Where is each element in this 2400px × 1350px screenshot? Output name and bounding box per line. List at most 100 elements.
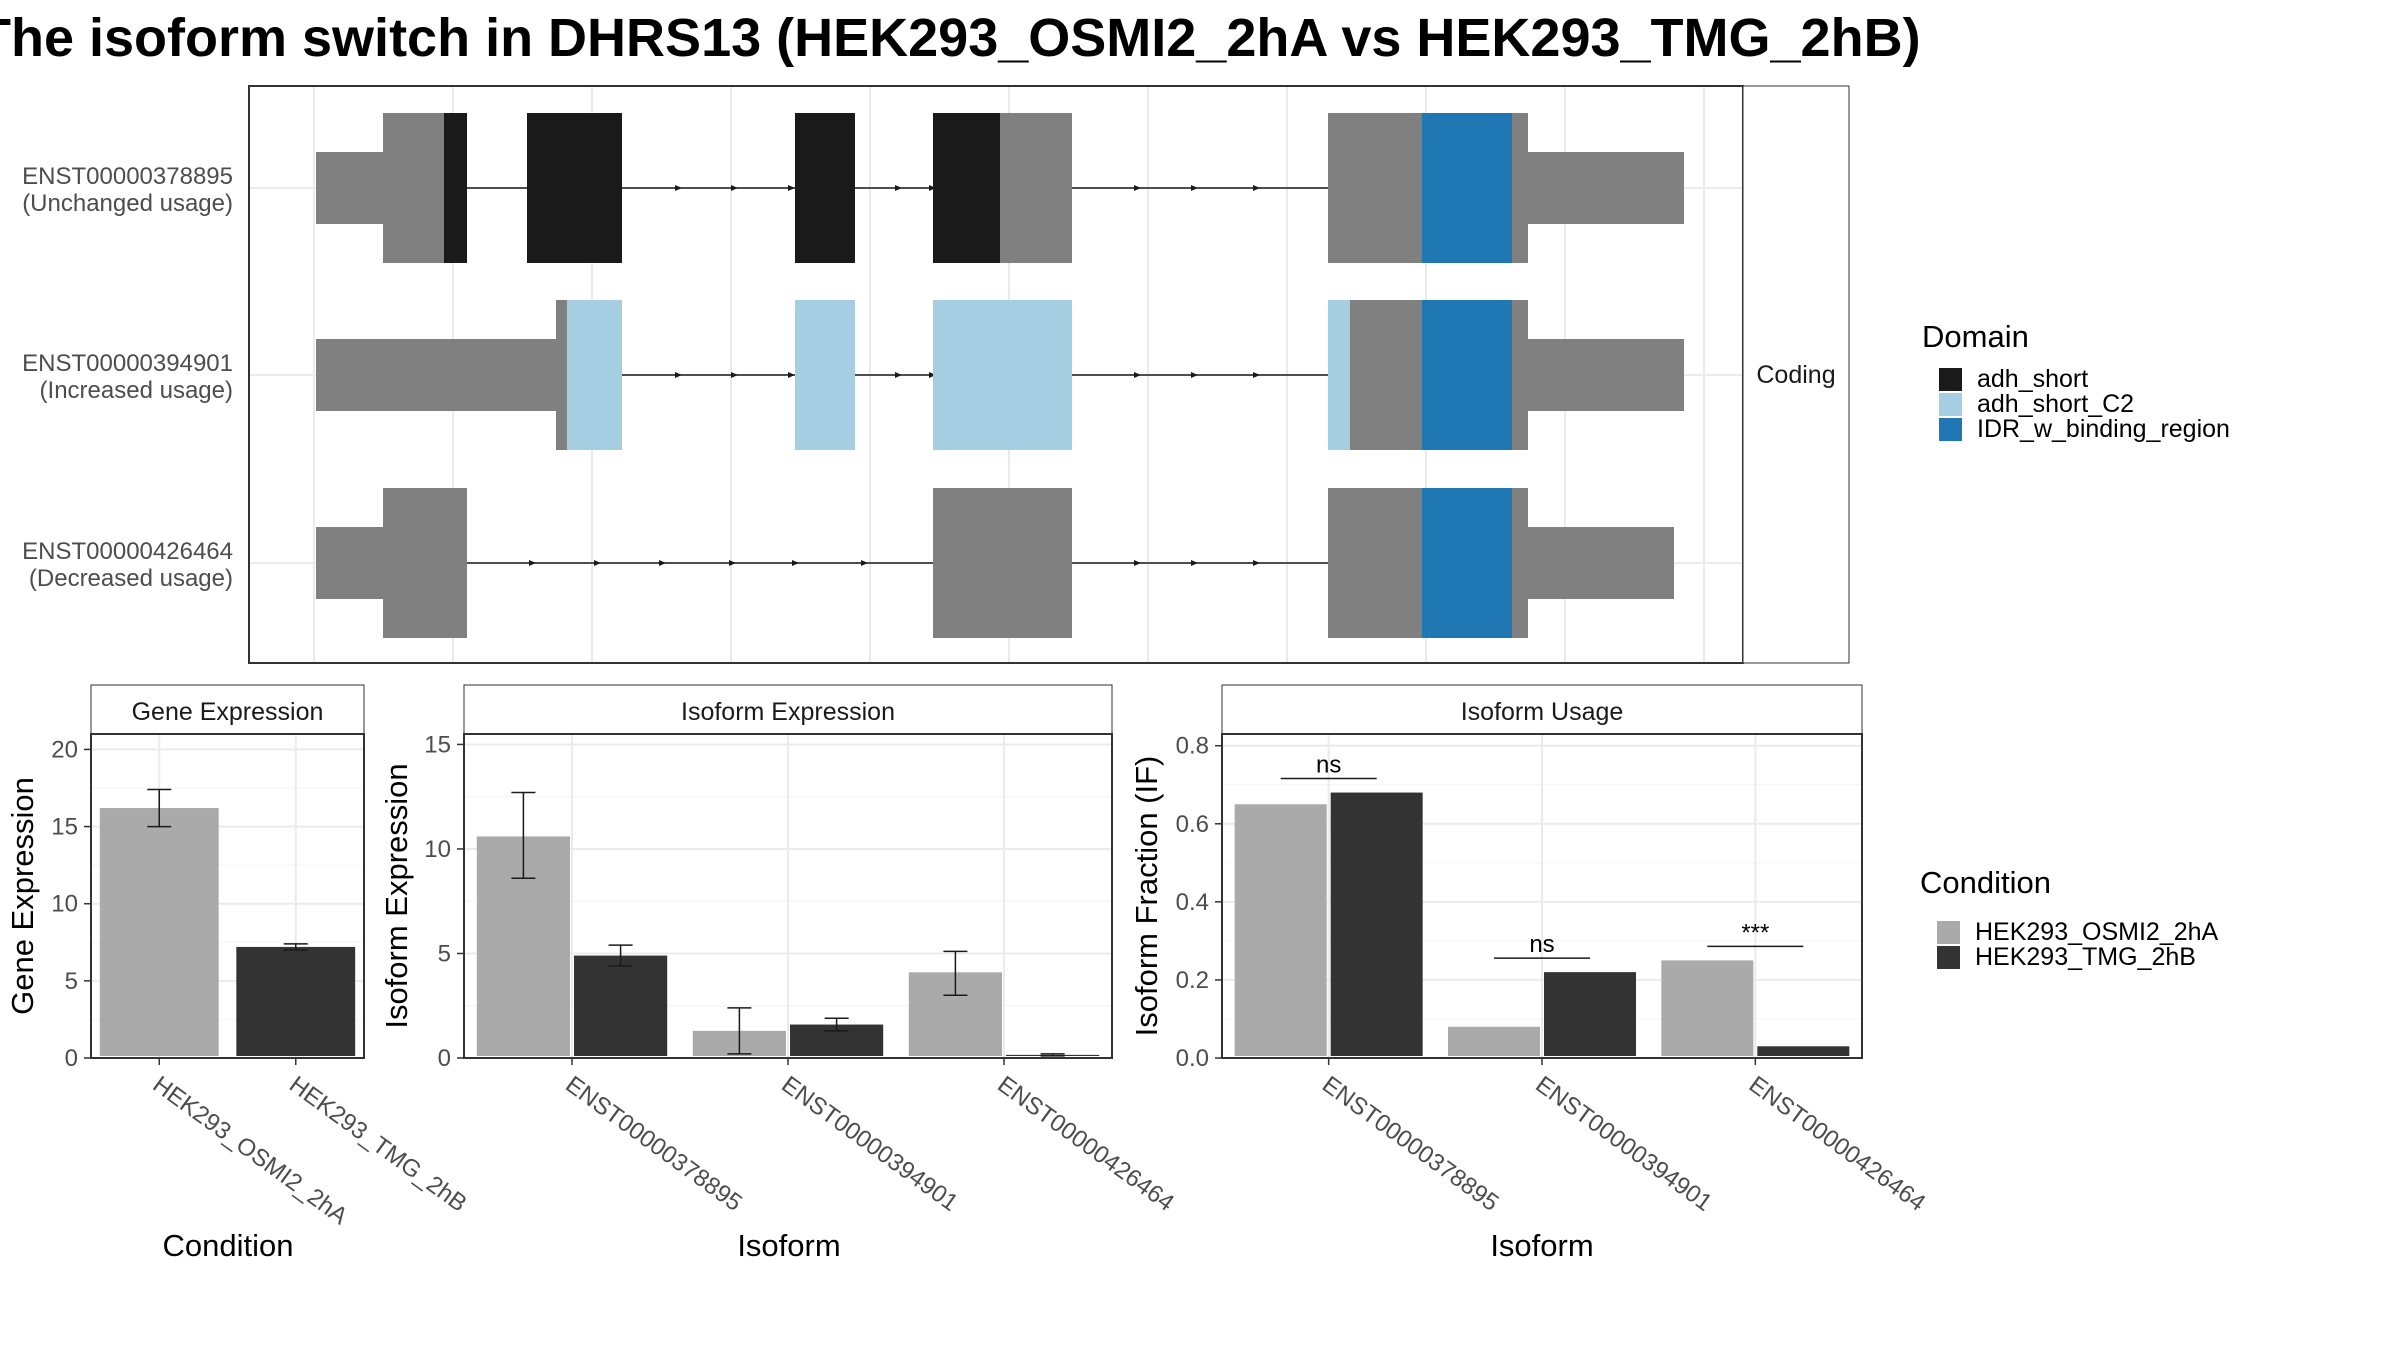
y-tick-label: 10 [424,836,451,863]
bar-ENST00000426464-HEK293_OSMI2_2hA [1661,960,1754,1056]
intron-direction-arrow [675,372,682,378]
exon-utr-block [383,113,444,263]
intron-direction-arrow [788,185,795,191]
y-tick-label: 15 [424,731,451,758]
exon-utr-block [383,488,467,638]
y-tick-label: 0.4 [1176,889,1209,916]
isoform-status-label: (Decreased usage) [29,565,233,592]
bar-HEK293_OSMI2_2hA [99,808,219,1056]
panel-border [90,733,365,1059]
isoform-id-label: ENST00000426464 [22,538,233,565]
intron-direction-arrow [529,560,536,566]
x-tick-label: ENST00000394901 [1530,1071,1716,1217]
intron-direction-arrow [1191,560,1198,566]
intron-direction-arrow [929,185,936,191]
exon-domain-adh_short [444,113,467,263]
exon-utr-block [1528,339,1684,411]
intron-direction-arrow [929,372,936,378]
y-tick-label: 5 [438,940,451,967]
exon-utr-block [1528,152,1684,224]
intron-direction-arrow [895,372,902,378]
condition-legend-swatch [1937,921,1960,944]
bar-ENST00000394901-HEK293_TMG_2hB [1544,972,1636,1056]
bar-ENST00000426464-HEK293_TMG_2hB [1757,1046,1850,1056]
domain-legend-title: Domain [1922,319,2029,354]
isoform-id-label: ENST00000394901 [22,350,233,377]
x-tick-label: ENST00000394901 [776,1071,962,1217]
y-tick-label: 0.2 [1176,967,1209,994]
y-axis-title: Gene Expression [5,777,40,1015]
bar-HEK293_TMG_2hB [236,946,356,1056]
domain-legend-label: adh_short [1977,365,2088,393]
exon-domain-adh_short_C2 [1328,300,1350,450]
x-axis-title: Isoform [737,1228,840,1263]
bar-ENST00000394901-HEK293_OSMI2_2hA [1448,1026,1540,1056]
panel-strip-title: Isoform Usage [1461,698,1624,726]
intron-direction-arrow [895,185,902,191]
intron-direction-arrow [1253,372,1260,378]
intron-direction-arrow [729,560,736,566]
intron-direction-arrow [675,185,682,191]
x-tick-label: ENST00000426464 [1744,1071,1930,1217]
panel-isoform-usage: Isoform Usage ns ns *** 0.0 0.2 0.4 0.6 0.8 ENST0… [1129,684,1930,1263]
structure-facet-strip: Coding [1742,85,1850,664]
domain-legend-swatch [1939,418,1962,441]
exon-utr-block [316,527,383,599]
x-tick-label: ENST00000426464 [992,1071,1178,1217]
transcript-track-ENST00000394901 [316,300,1684,450]
facet-strip-box [1742,85,1850,664]
domain-legend: Domain adh_shortadh_short_C2IDR_w_bindin… [1922,319,2230,443]
significance-label: *** [1741,919,1769,946]
y-axis-title: Isoform Fraction (IF) [1129,756,1164,1037]
domain-legend-swatch [1939,368,1962,391]
y-tick-label: 5 [65,968,78,995]
isoform-id-label: ENST00000378895 [22,163,233,190]
y-tick-label: 10 [51,891,78,918]
exon-utr-block [1328,113,1422,263]
exon-utr-block [1512,113,1528,263]
panel-strip-title: Gene Expression [132,698,324,726]
intron-direction-arrow [1191,372,1198,378]
y-tick-label: 0.0 [1176,1045,1209,1072]
x-tick-label: ENST00000378895 [1317,1071,1503,1217]
exon-domain-IDR_w_binding_region [1422,300,1512,450]
intron-direction-arrow [1134,372,1141,378]
intron-direction-arrow [1191,185,1198,191]
condition-legend-label: HEK293_OSMI2_2hA [1975,918,2219,946]
exon-utr-block [1512,488,1528,638]
intron-direction-arrow [788,372,795,378]
intron-direction-arrow [659,560,666,566]
exon-utr-block [316,339,556,411]
x-axis-title: Isoform [1490,1228,1593,1263]
y-tick-label: 20 [51,736,78,763]
figure-title: The isoform switch in DHRS13 (HEK293_OSM… [0,8,1921,68]
y-tick-label: 0.8 [1176,733,1209,760]
isoform-status-label: (Unchanged usage) [22,190,233,217]
transcript-track-ENST00000378895 [316,113,1684,263]
exon-domain-adh_short [795,113,855,263]
intron-direction-arrow [792,560,799,566]
exon-domain-IDR_w_binding_region [1422,488,1512,638]
y-tick-label: 0.6 [1176,811,1209,838]
condition-legend-swatch [1937,946,1960,969]
intron-direction-arrow [861,560,868,566]
isoform-labels: ENST00000378895(Unchanged usage) ENST0000… [22,163,233,592]
exon-domain-adh_short_C2 [567,300,622,450]
isoform-status-label: (Increased usage) [40,377,233,404]
exon-utr-block [1528,527,1674,599]
transcript-structure-panel: Coding ENST00000378895(Unchanged usage)E… [22,85,1850,664]
transcript-tracks [316,113,1684,638]
y-axis-title: Isoform Expression [379,763,414,1028]
strip-label-coding: Coding [1756,361,1835,389]
exon-utr-block [316,152,383,224]
domain-legend-swatch [1939,393,1962,416]
domain-legend-label: adh_short_C2 [1977,390,2134,418]
x-axis-title: Condition [163,1228,294,1263]
exon-domain-adh_short [933,113,1000,263]
bar-chart-panels: Gene Expression05101520HEK293_OSMI2_2hAH… [5,684,1930,1263]
exon-utr-block [1000,113,1072,263]
bar-ENST00000378895-HEK293_TMG_2hB [574,955,668,1056]
